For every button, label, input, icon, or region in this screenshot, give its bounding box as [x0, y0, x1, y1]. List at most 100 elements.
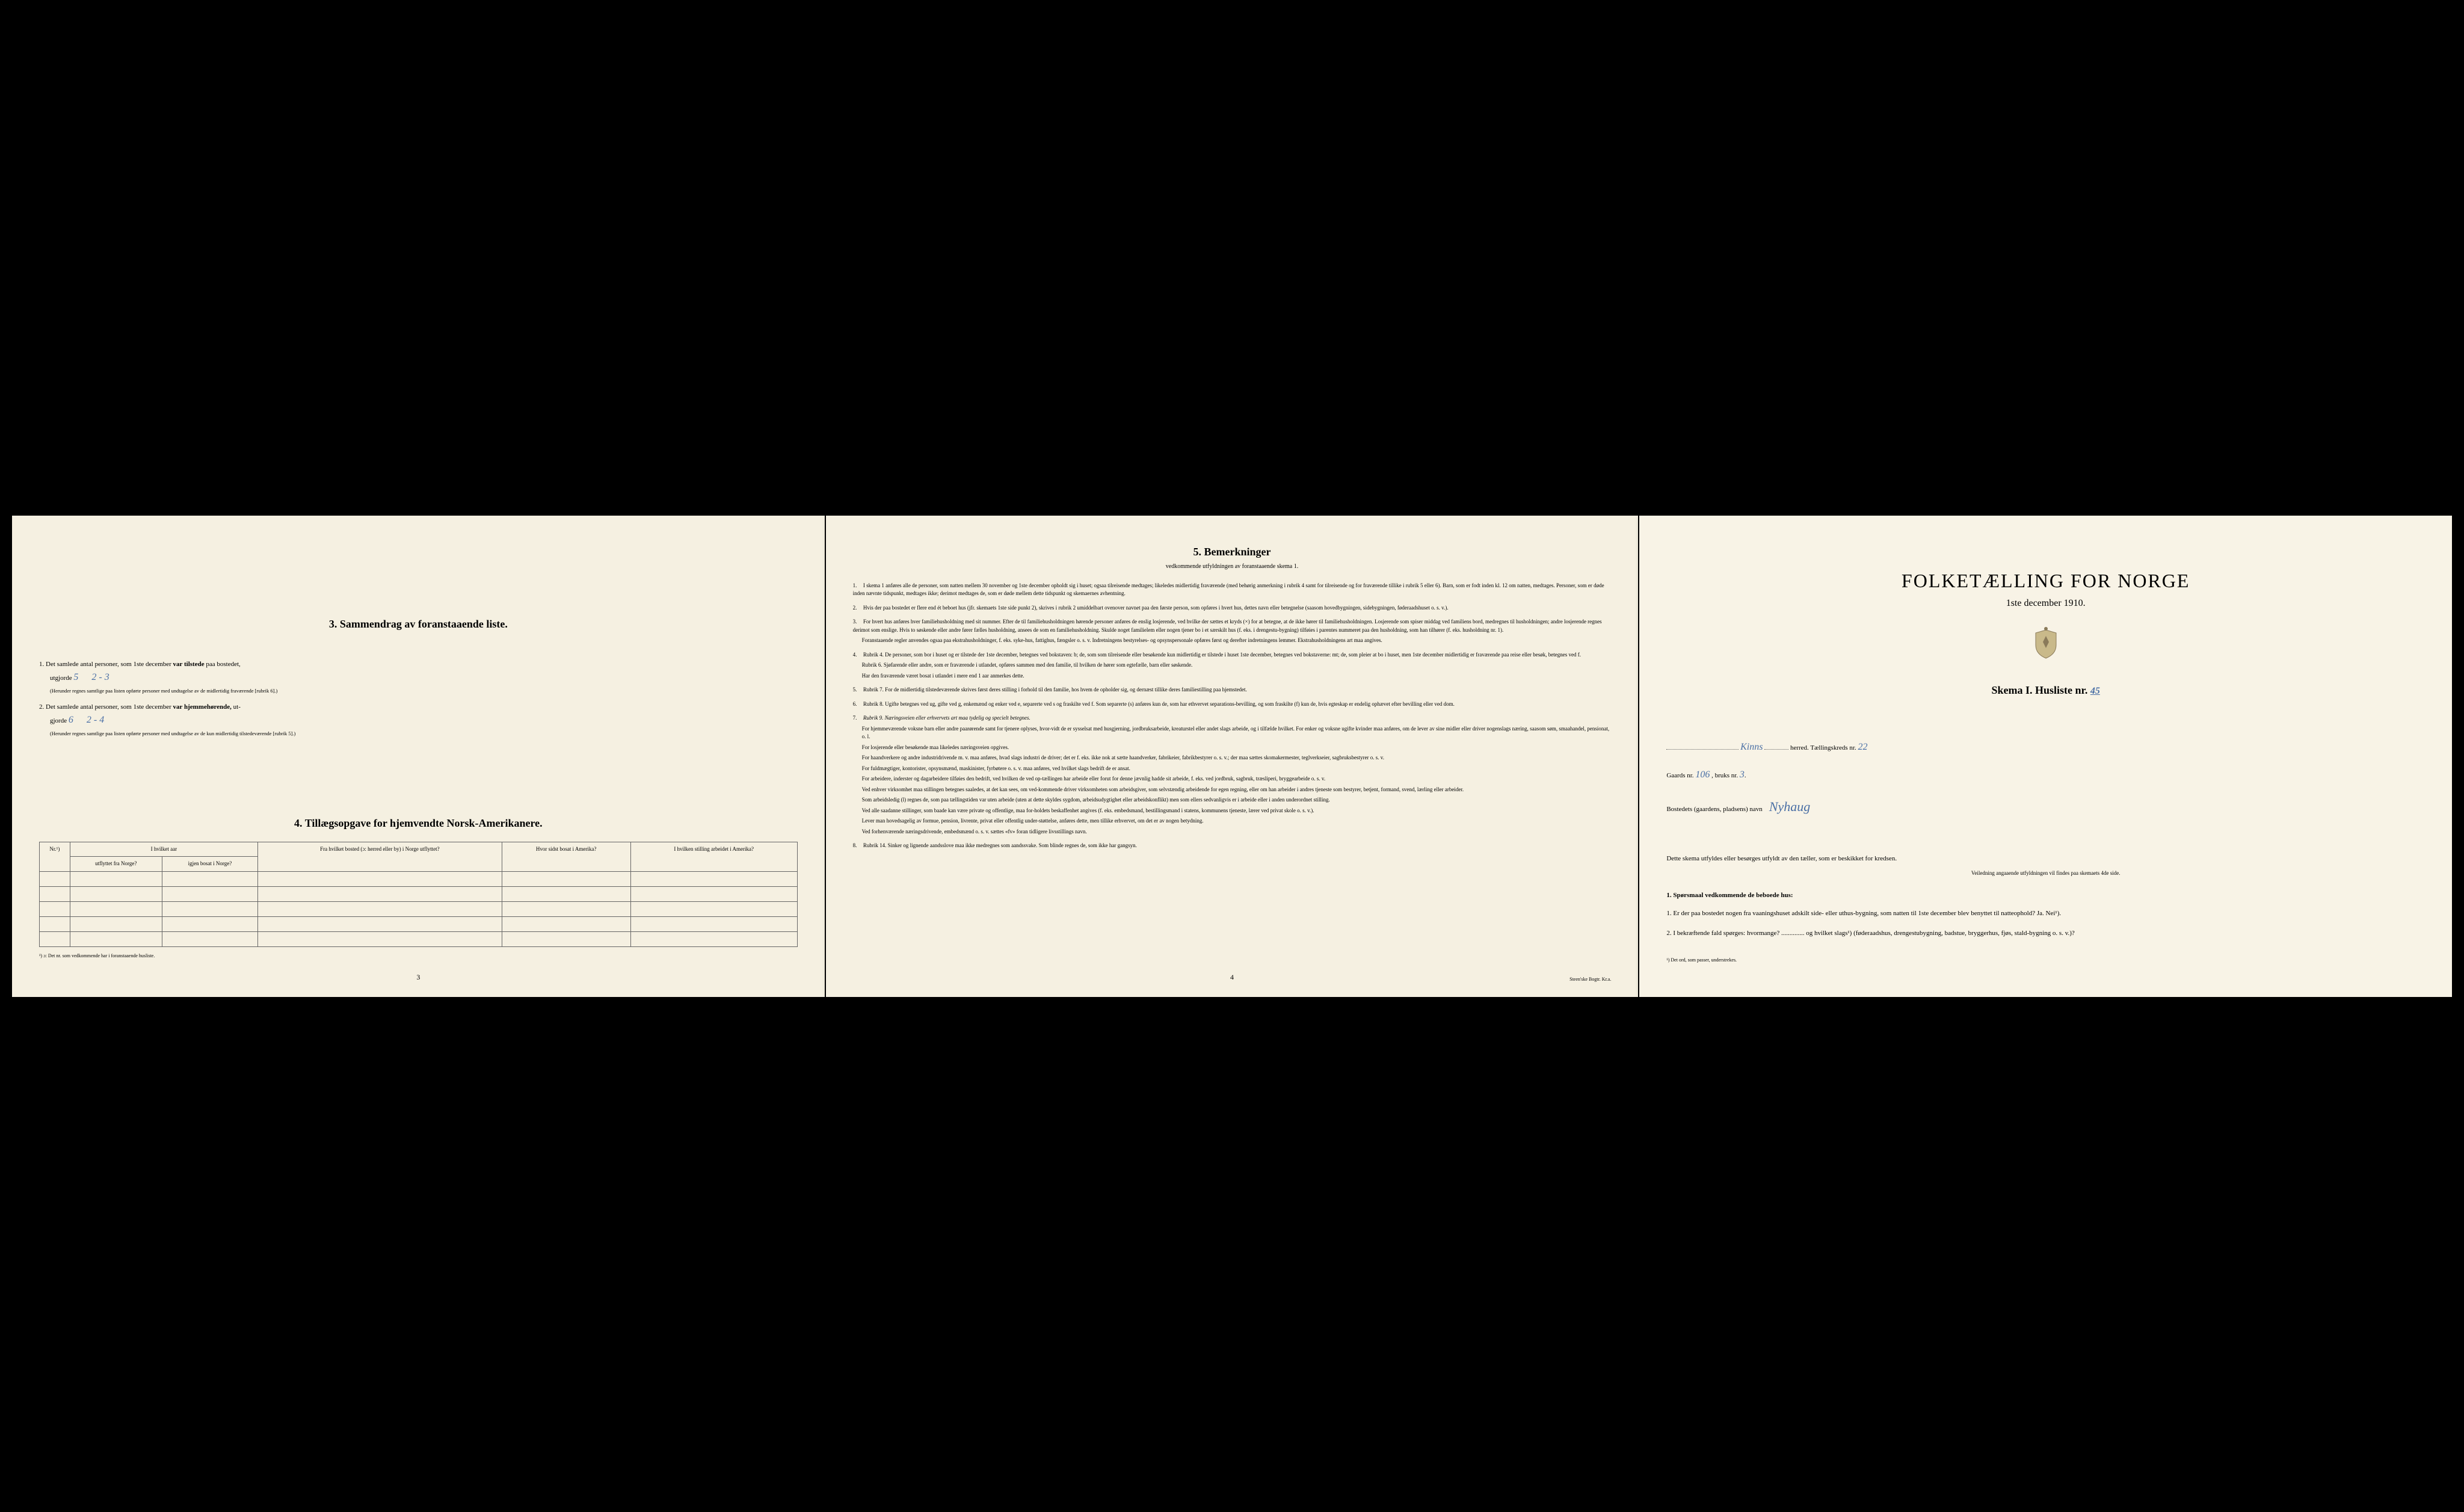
- th-col3: Fra hvilket bosted (ɔ: herred eller by) …: [258, 842, 502, 871]
- herred-line: Kinns herred. Tællingskreds nr. 22: [1666, 739, 2425, 756]
- item1-hw2: 2 - 3: [91, 672, 109, 682]
- q1: 1. Er der paa bostedet nogen fra vaaning…: [1678, 908, 2425, 919]
- section4-footnote: ¹) ɔ: Det nr. som vedkommende har i fora…: [39, 953, 798, 958]
- bem-text-2: Hvis der paa bostedet er flere end ét be…: [863, 605, 1449, 611]
- item2-hw2: 2 - 4: [87, 715, 104, 725]
- q-header: 1. Spørsmaal vedkommende de beboede hus:: [1666, 890, 2425, 901]
- bem-num: 7.: [853, 714, 862, 723]
- bem-num: 6.: [853, 700, 862, 709]
- item2-bold: var hjemmehørende,: [173, 703, 232, 711]
- bem-item-3: 3. For hvert hus anføres hver familiehus…: [853, 618, 1612, 645]
- item1-text-after: paa bostedet,: [206, 661, 240, 668]
- bem-item-1: 1. I skema 1 anføres alle de personer, s…: [853, 582, 1612, 598]
- bem-text-7-title: Rubrik 9. Næringsveien eller erhvervets …: [863, 715, 1030, 721]
- item2-line2: gjorde 6 2 - 4: [50, 717, 104, 724]
- husliste-nr: 45: [2090, 686, 2100, 696]
- th-col2-left: utflyttet fra Norge?: [70, 857, 162, 872]
- bem-item-7: 7. Rubrik 9. Næringsveien eller erhverve…: [853, 714, 1612, 836]
- th-col5: I hvilken stilling arbeidet i Amerika?: [630, 842, 797, 871]
- item2-text-before: 2. Det samlede antal personer, som 1ste …: [39, 703, 171, 711]
- section3-title: 3. Sammendrag av foranstaaende liste.: [39, 618, 798, 631]
- bem-item-4: 4. Rubrik 4. De personer, som bor i huse…: [853, 651, 1612, 680]
- bem-sub-7-5: For arbeidere, inderster og dagarbeidere…: [862, 775, 1612, 783]
- bem-text-4: Rubrik 4. De personer, som bor i huset o…: [863, 652, 1581, 658]
- bem-num: 8.: [853, 842, 862, 850]
- bem-sub-7-1: For hjemmeværende voksne barn eller andr…: [862, 725, 1612, 741]
- th-col4: Hvor sidst bosat i Amerika?: [502, 842, 630, 871]
- bem-item-6: 6. Rubrik 8. Ugifte betegnes ved ug, gif…: [853, 700, 1612, 709]
- bem-item-2: 2. Hvis der paa bostedet er flere end ét…: [853, 604, 1612, 613]
- bem-item-8: 8. Rubrik 14. Sinker og lignende aandssl…: [853, 842, 1612, 850]
- item1-text-before: 1. Det samlede antal personer, som 1ste …: [39, 661, 171, 668]
- bemerkninger-subtitle: vedkommende utfyldningen av foranstaaend…: [853, 563, 1612, 570]
- bem-sub-7-7: Som arbeidsledig (l) regnes de, som paa …: [862, 796, 1612, 804]
- gaards-label: Gaards nr.: [1666, 772, 1693, 779]
- q1-text: 1. Er der paa bostedet nogen fra vaaning…: [1666, 910, 2061, 917]
- bem-sub-7-10: Ved forhenværende næringsdrivende, embed…: [862, 828, 1612, 836]
- questions: 1. Spørsmaal vedkommende de beboede hus:…: [1666, 890, 2425, 939]
- herred-label: herred. Tællingskreds nr.: [1790, 744, 1856, 751]
- q2: 2. I bekræftende fald spørges: hvormange…: [1678, 928, 2425, 939]
- printer-credit: Steen'ske Bogtr. Kr.a.: [1569, 977, 1611, 982]
- item1-note: (Herunder regnes samtlige paa listen opf…: [50, 688, 798, 695]
- table-row: [40, 932, 798, 947]
- section3-item1: 1. Det samlede antal personer, som 1ste …: [39, 659, 798, 695]
- bosted-line: Bostedets (gaardens, pladsens) navn Nyha…: [1666, 795, 2425, 819]
- page-center: 5. Bemerkninger vedkommende utfyldningen…: [826, 516, 1639, 997]
- bem-sub-7-3: For haandverkere og andre industridriven…: [862, 754, 1612, 762]
- shield-crest-icon: [2031, 627, 2061, 660]
- bem-text-3: For hvert hus anføres hver familiehushol…: [853, 619, 1602, 633]
- section4-table-container: Nr.¹) I hvilket aar Fra hvilket bosted (…: [39, 842, 798, 947]
- table-row: [40, 917, 798, 932]
- bem-item-5: 5. Rubrik 7. For de midlertidig tilstede…: [853, 686, 1612, 694]
- main-title: FOLKETÆLLING FOR NORGE: [1666, 570, 2425, 592]
- intro2: Veiledning angaaende utfyldningen vil fi…: [1666, 869, 2425, 877]
- item2-gjorde: gjorde: [50, 717, 67, 724]
- table-row: [40, 887, 798, 902]
- bem-num: 3.: [853, 618, 862, 626]
- document-container: 3. Sammendrag av foranstaaende liste. 1.…: [12, 516, 2452, 997]
- bosted-navn: Nyhaug: [1769, 799, 1810, 814]
- bem-text-6: Rubrik 8. Ugifte betegnes ved ug, gifte …: [863, 701, 1455, 707]
- item1-bold: var tilstede: [173, 661, 205, 668]
- crest-icon: [1666, 627, 2425, 666]
- bruks-nr: 3: [1740, 770, 1745, 780]
- th-col2-right: igjen bosat i Norge?: [162, 857, 257, 872]
- bruks-label: , bruks nr.: [1711, 772, 1738, 779]
- kreds-nr: 22: [1858, 742, 1867, 752]
- bemerkninger-list: 1. I skema 1 anføres alle de personer, s…: [853, 582, 1612, 850]
- item2-text-after: ut-: [233, 703, 241, 711]
- bem-sub-4a: Rubrik 6. Sjøfarende eller andre, som er…: [862, 661, 1612, 670]
- section4-title: 4. Tillægsopgave for hjemvendte Norsk-Am…: [39, 817, 798, 830]
- bem-sub-7-2: For losjerende eller besøkende maa likel…: [862, 744, 1612, 752]
- page-left: 3. Sammendrag av foranstaaende liste. 1.…: [12, 516, 825, 997]
- item1-hw1: 5: [73, 672, 78, 682]
- page-right: FOLKETÆLLING FOR NORGE 1ste december 191…: [1639, 516, 2452, 997]
- date-title: 1ste december 1910.: [1666, 598, 2425, 609]
- section3-item2: 2. Det samlede antal personer, som 1ste …: [39, 702, 798, 738]
- gaards-line: Gaards nr. 106 , bruks nr. 3.: [1666, 767, 2425, 784]
- bem-sub-7-8: Ved alle saadanne stillinger, som baade …: [862, 807, 1612, 815]
- bem-num: 5.: [853, 686, 862, 694]
- section4-table: Nr.¹) I hvilket aar Fra hvilket bosted (…: [39, 842, 798, 947]
- bem-sub-7-6: Ved enhver virksomhet maa stillingen bet…: [862, 786, 1612, 794]
- page2-number: 4: [1230, 973, 1234, 982]
- bemerkninger-title: 5. Bemerkninger: [853, 546, 1612, 558]
- bosted-label: Bostedets (gaardens, pladsens) navn: [1666, 806, 1762, 813]
- table-row: [40, 902, 798, 917]
- bem-text-5: Rubrik 7. For de midlertidig tilstedevær…: [863, 687, 1247, 693]
- item2-note: (Herunder regnes samtlige paa listen opf…: [50, 730, 798, 738]
- page1-number: 3: [416, 973, 420, 982]
- bem-sub-7-9: Lever man hovedsagelig av formue, pensio…: [862, 817, 1612, 825]
- skema-label: Skema I. Husliste nr.: [1991, 684, 2087, 696]
- bem-text-1: I skema 1 anføres alle de personer, som …: [853, 582, 1604, 597]
- item1-line2: utgjorde 5 2 - 3: [50, 674, 109, 682]
- item2-hw1: 6: [69, 715, 73, 725]
- bem-num: 2.: [853, 604, 862, 613]
- herred-value: Kinns: [1740, 742, 1763, 752]
- bem-sub-3: Foranstaaende regler anvendes ogsaa paa …: [862, 637, 1612, 645]
- th-col1: Nr.¹): [40, 842, 70, 871]
- item1-utgjorde: utgjorde: [50, 674, 72, 682]
- bem-text-8: Rubrik 14. Sinker og lignende aandsslove…: [863, 842, 1137, 848]
- page3-note: ¹) Det ord, som passer, understrekes.: [1666, 957, 2425, 963]
